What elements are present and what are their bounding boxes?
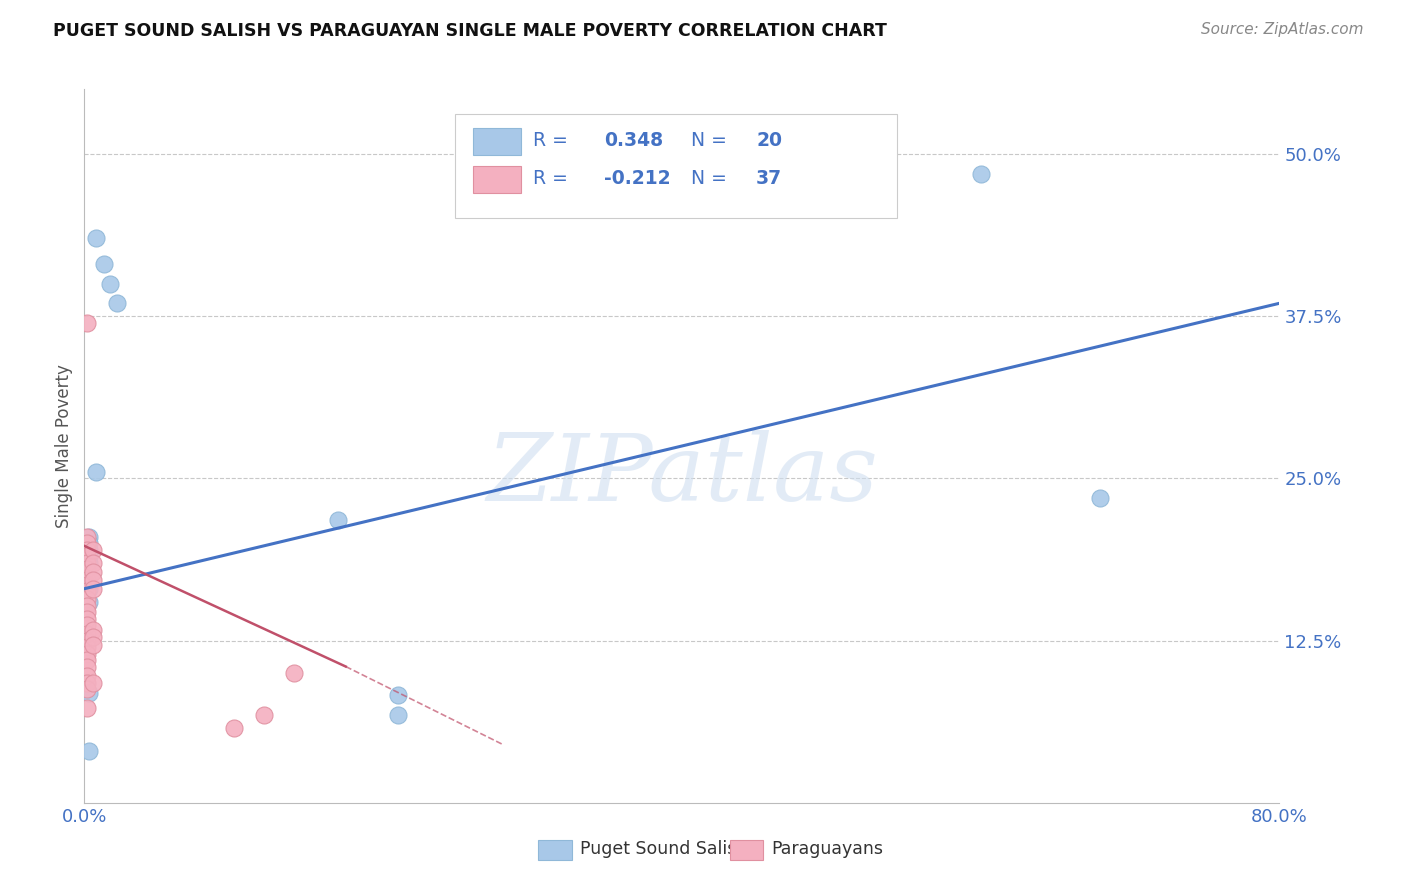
Point xyxy=(76,640,98,654)
Point xyxy=(76,627,98,641)
Text: PUGET SOUND SALISH VS PARAGUAYAN SINGLE MALE POVERTY CORRELATION CHART: PUGET SOUND SALISH VS PARAGUAYAN SINGLE … xyxy=(53,22,887,40)
Point xyxy=(93,257,115,271)
Point xyxy=(328,513,350,527)
Point xyxy=(77,685,100,699)
Point xyxy=(77,595,100,609)
Point xyxy=(105,296,128,310)
FancyBboxPatch shape xyxy=(456,114,897,218)
Point xyxy=(76,633,98,648)
FancyBboxPatch shape xyxy=(472,128,520,155)
Point xyxy=(82,624,104,638)
Point xyxy=(387,688,409,702)
Point xyxy=(76,573,98,587)
Text: Paraguayans: Paraguayans xyxy=(772,840,883,858)
Point xyxy=(82,565,104,579)
Point xyxy=(76,578,98,592)
Point xyxy=(77,530,100,544)
Text: N =: N = xyxy=(692,131,734,150)
Point xyxy=(387,707,409,722)
Point xyxy=(76,676,98,690)
Point xyxy=(82,638,104,652)
Point xyxy=(76,536,98,550)
Point xyxy=(970,167,993,181)
Point xyxy=(76,592,98,607)
Point xyxy=(283,666,305,681)
Point xyxy=(76,653,98,667)
Point xyxy=(76,556,98,570)
Point xyxy=(76,316,98,330)
Text: 20: 20 xyxy=(756,131,782,150)
Text: Puget Sound Salish: Puget Sound Salish xyxy=(581,840,748,858)
Point xyxy=(77,744,100,758)
Point xyxy=(98,277,121,291)
Point xyxy=(76,549,98,564)
Text: 0.348: 0.348 xyxy=(605,131,664,150)
Point xyxy=(76,681,98,696)
Point xyxy=(76,659,98,673)
FancyBboxPatch shape xyxy=(472,166,520,193)
Point xyxy=(253,707,276,722)
Point xyxy=(76,542,98,557)
Point xyxy=(1090,491,1112,505)
Point xyxy=(76,618,98,632)
Point xyxy=(77,549,100,564)
FancyBboxPatch shape xyxy=(730,840,763,860)
Point xyxy=(82,630,104,644)
Point xyxy=(86,465,108,479)
Point xyxy=(76,599,98,613)
Point xyxy=(77,536,100,550)
Text: ZIPatlas: ZIPatlas xyxy=(486,430,877,519)
Text: R =: R = xyxy=(533,131,574,150)
Text: N =: N = xyxy=(692,169,734,188)
Point xyxy=(77,568,100,582)
Point xyxy=(222,721,245,735)
Point xyxy=(76,647,98,661)
Text: R =: R = xyxy=(533,169,574,188)
Point xyxy=(76,605,98,619)
Text: 37: 37 xyxy=(756,169,782,188)
Point xyxy=(76,668,98,682)
Point xyxy=(82,556,104,570)
Point xyxy=(77,582,100,596)
Point xyxy=(77,556,100,570)
Point xyxy=(76,701,98,715)
Text: Source: ZipAtlas.com: Source: ZipAtlas.com xyxy=(1201,22,1364,37)
Point xyxy=(76,584,98,599)
Y-axis label: Single Male Poverty: Single Male Poverty xyxy=(55,364,73,528)
Point xyxy=(77,542,100,557)
Point xyxy=(76,562,98,576)
Point xyxy=(82,582,104,596)
Point xyxy=(86,231,108,245)
Text: -0.212: -0.212 xyxy=(605,169,671,188)
Point xyxy=(76,611,98,625)
Point xyxy=(82,542,104,557)
Point xyxy=(76,530,98,544)
Point xyxy=(82,573,104,587)
Point xyxy=(82,676,104,690)
FancyBboxPatch shape xyxy=(538,840,572,860)
